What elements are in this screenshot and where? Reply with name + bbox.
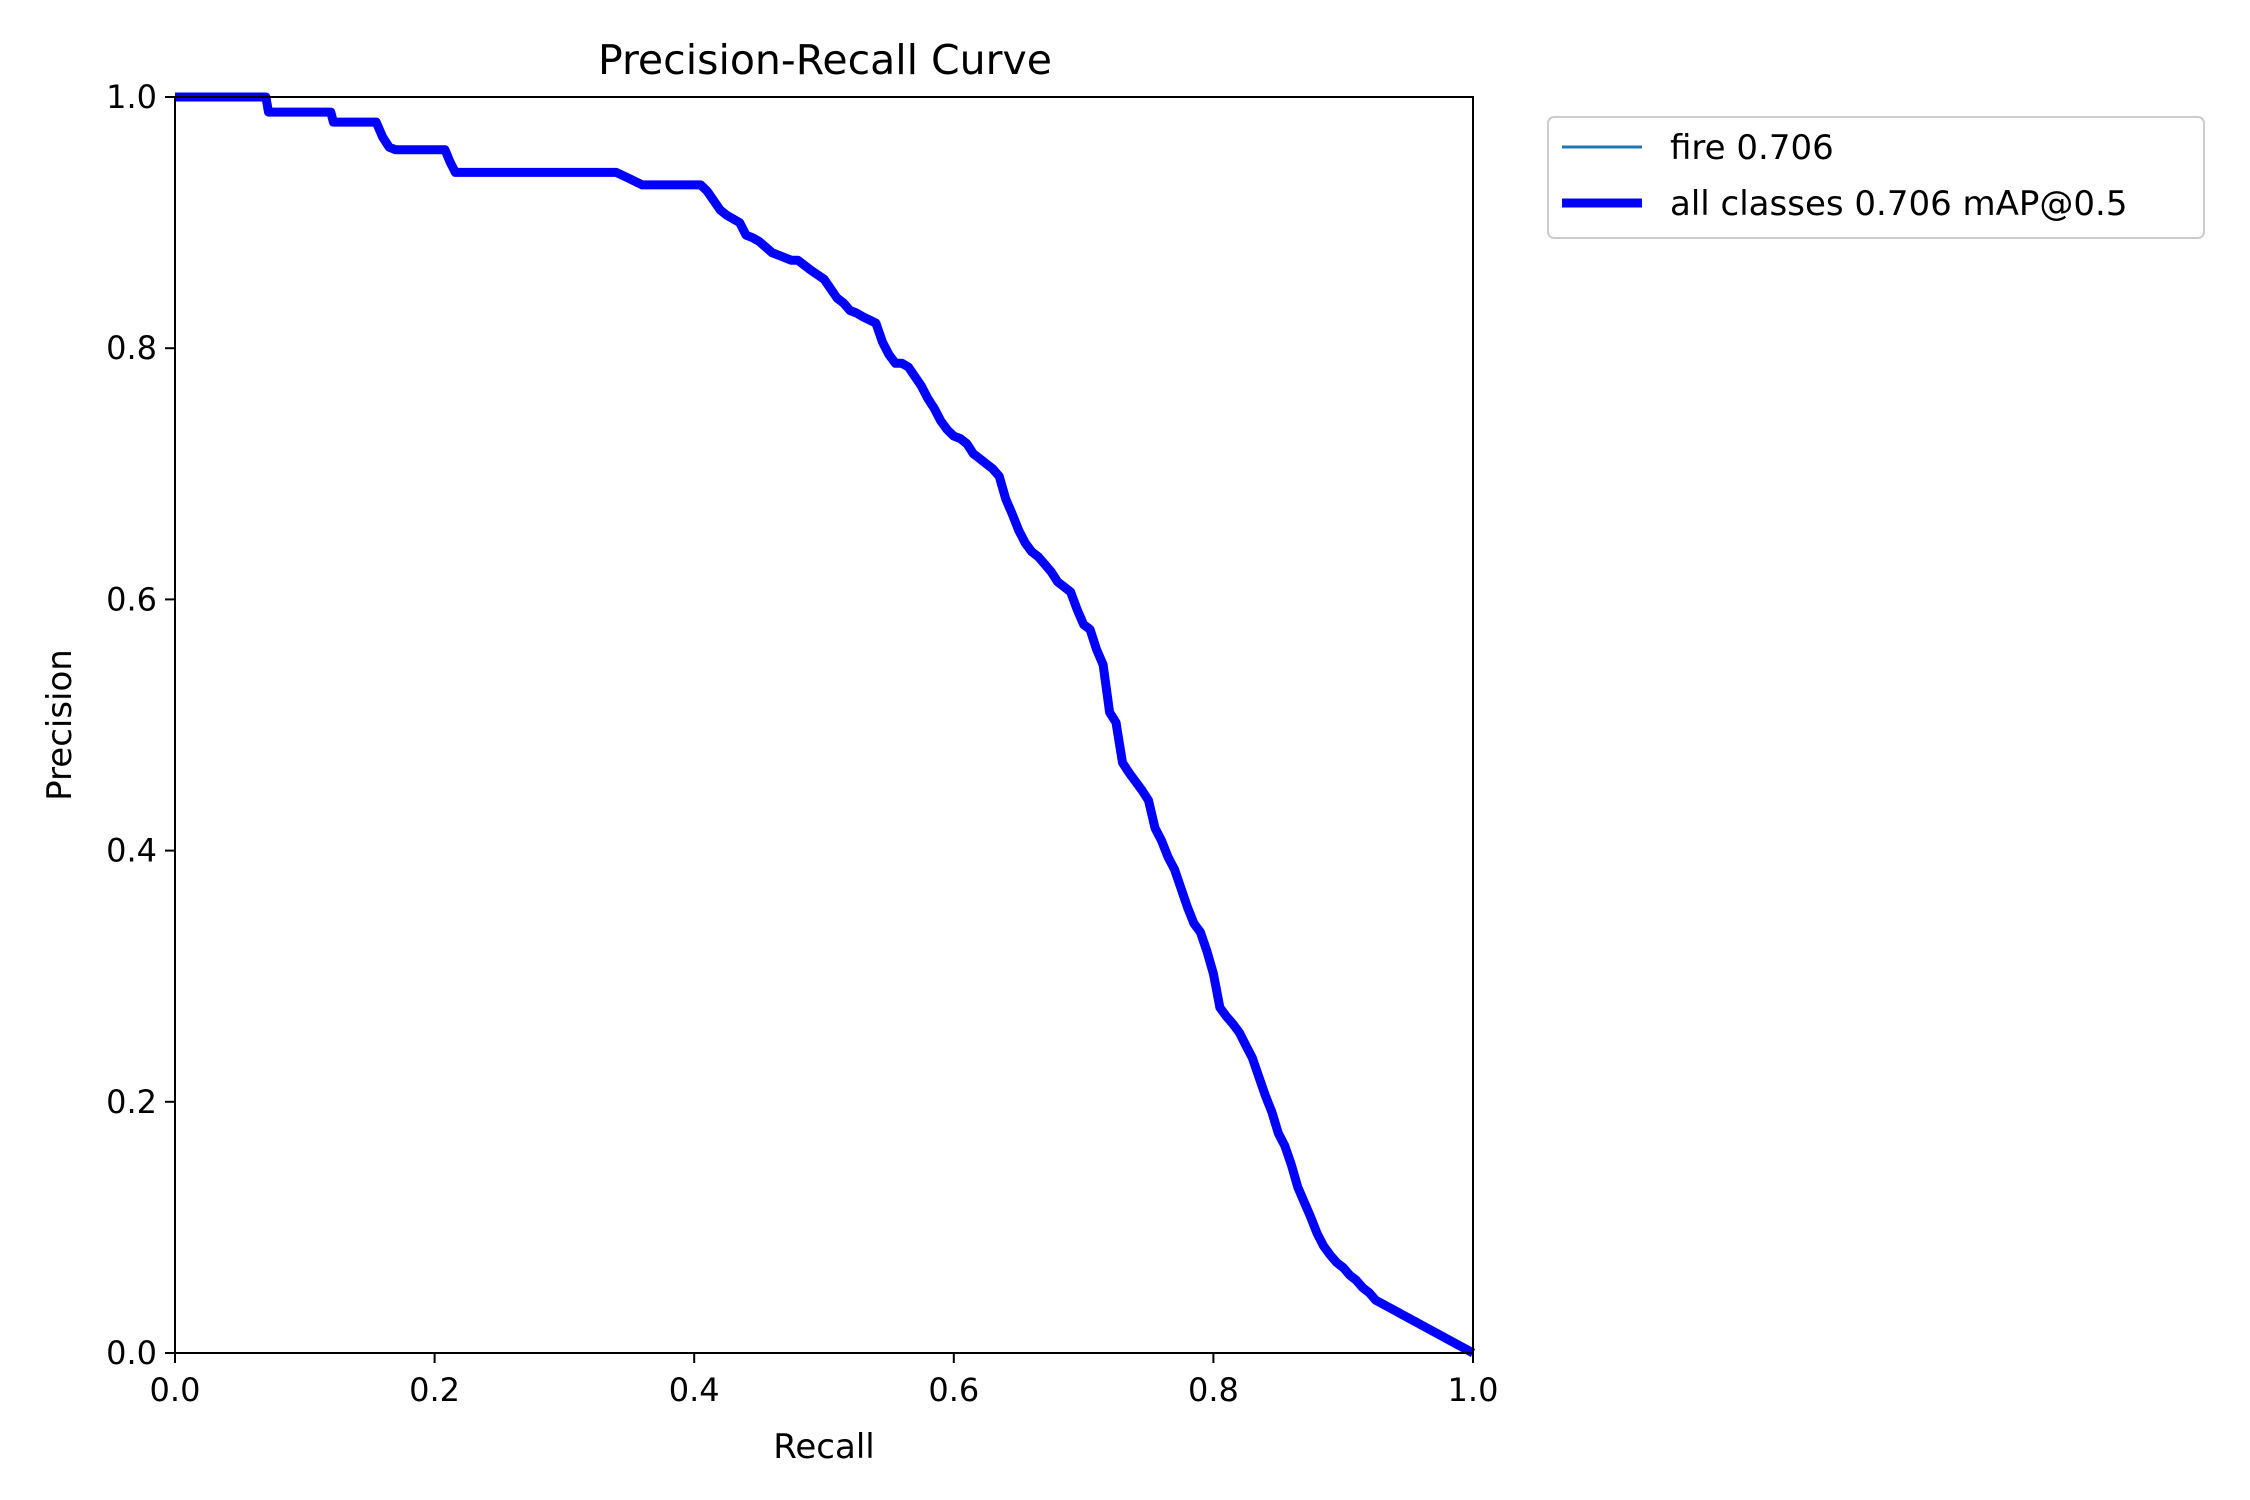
- y-tick-label: 0.2: [106, 1083, 157, 1121]
- legend-box: [1547, 116, 2205, 239]
- x-tick-label: 0.6: [928, 1371, 979, 1409]
- y-tick-label: 0.6: [106, 580, 157, 618]
- legend-label-fire: fire 0.706: [1670, 128, 1834, 168]
- chart-title: Precision-Recall Curve: [598, 36, 1052, 84]
- x-tick-label: 0.8: [1188, 1371, 1239, 1409]
- x-tick-label: 1.0: [1448, 1371, 1499, 1409]
- plot-frame: [174, 96, 1474, 1354]
- y-tick-label: 0.4: [106, 832, 157, 870]
- plot-background: [175, 97, 1473, 1353]
- x-tick-label: 0.4: [669, 1371, 720, 1409]
- y-axis-ticks: 0.0 0.2 0.4 0.6 0.8 1.0: [106, 78, 175, 1372]
- x-axis-ticks: 0.0 0.2 0.4 0.6 0.8 1.0: [150, 1353, 1499, 1409]
- x-axis-title: Recall: [773, 1427, 874, 1467]
- series-layer: [175, 92, 1476, 1357]
- legend: fire 0.706 all classes 0.706 mAP@0.5: [1547, 116, 2205, 239]
- y-axis-title: Precision: [40, 649, 80, 801]
- series-line-all-classes: [175, 92, 1476, 1357]
- y-tick-label: 0.0: [106, 1334, 157, 1372]
- y-tick-label: 1.0: [106, 78, 157, 116]
- y-tick-label: 0.8: [106, 329, 157, 367]
- x-tick-label: 0.0: [150, 1371, 201, 1409]
- x-tick-label: 0.2: [409, 1371, 460, 1409]
- plot-area: [174, 92, 1476, 1357]
- legend-label-all-classes: all classes 0.706 mAP@0.5: [1670, 184, 2127, 224]
